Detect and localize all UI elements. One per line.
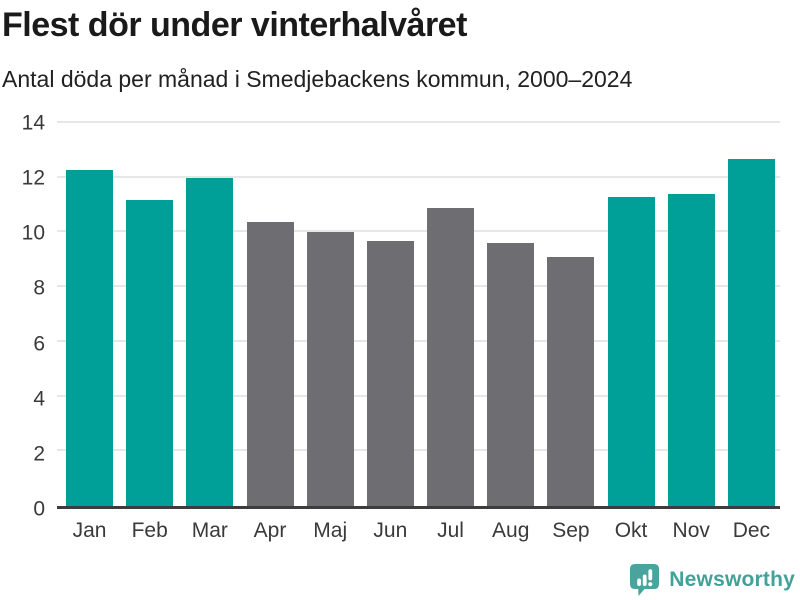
y-tick-label: 12 [21, 166, 45, 190]
plot-area [57, 121, 780, 509]
x-tick-label: Nov [672, 519, 710, 542]
y-tick-label: 4 [33, 387, 45, 411]
y-tick-label: 8 [33, 276, 45, 300]
chart-subtitle: Antal döda per månad i Smedjebackens kom… [2, 66, 633, 92]
y-tick-label: 6 [33, 332, 45, 356]
gridline [57, 175, 780, 178]
gridline [57, 285, 780, 288]
gridline [57, 230, 780, 233]
bar-apr [246, 221, 294, 506]
bar-feb [126, 199, 174, 506]
x-tick-label: Apr [253, 519, 287, 542]
gridline [57, 449, 780, 452]
bar-nov [667, 194, 715, 506]
gridline [57, 121, 780, 123]
bar-okt [607, 196, 655, 506]
x-tick-label: Jul [437, 519, 464, 542]
x-tick-label: Jan [72, 519, 107, 542]
bar-aug [487, 243, 535, 506]
bar-jul [427, 207, 475, 506]
y-tick-label: 0 [33, 497, 45, 521]
x-tick-label: Okt [614, 519, 648, 542]
x-tick-label: Sep [552, 519, 590, 542]
x-axis-labels: Jan Feb Mar Apr Maj Jun Jul Aug Sep Okt Nov Dec [57, 519, 780, 543]
bar-jan [66, 169, 113, 506]
bars [57, 123, 780, 506]
x-tick-label: Aug [492, 519, 530, 542]
y-tick-label: 14 [21, 111, 45, 135]
x-tick-label: Mar [191, 519, 228, 542]
gridline [57, 394, 780, 397]
bar-mar [186, 177, 234, 506]
y-tick-label: 2 [33, 442, 45, 466]
bar-dec [727, 158, 775, 506]
chart-title: Flest dör under vinterhalvåret [2, 6, 467, 44]
brand-name: Newsworthy [669, 568, 795, 591]
gridline [57, 339, 780, 342]
x-tick-label: Jun [373, 519, 408, 542]
y-tick-label: 10 [21, 221, 45, 245]
x-tick-label: Feb [131, 519, 168, 542]
brand-footer: Newsworthy [629, 562, 795, 598]
x-tick-label: Dec [732, 519, 771, 542]
bar-jun [366, 240, 414, 506]
bar-sep [547, 257, 595, 506]
y-axis-labels: 0 2 4 6 8 10 12 14 [0, 113, 45, 520]
x-tick-label: Maj [313, 519, 348, 542]
bar-maj [306, 232, 354, 506]
newsworthy-logo-icon [629, 563, 660, 597]
